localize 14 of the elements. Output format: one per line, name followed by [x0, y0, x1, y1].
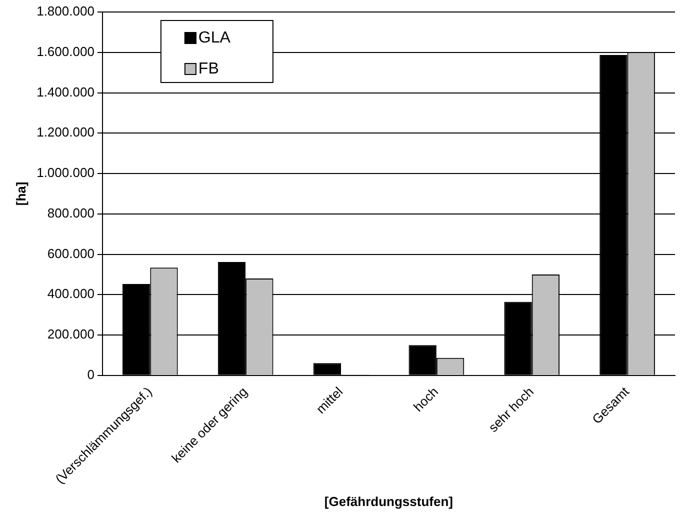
y-tick-label: 600.000	[47, 246, 94, 261]
y-axis-title: [ha]	[13, 182, 28, 206]
y-tick-label: 1.800.000	[36, 4, 94, 19]
y-tick-label: 400.000	[47, 286, 94, 302]
y-tick-label: 1.200.000	[36, 124, 94, 140]
y-tick-label: 0	[87, 366, 94, 382]
y-tick-label: 800.000	[47, 205, 94, 220]
y-tick-label: 1.000.000	[36, 165, 94, 180]
legend-label: FB	[198, 60, 219, 78]
x-axis-title: [Gefährdungsstufen]	[324, 494, 453, 509]
legend-label: GLA	[198, 29, 231, 46]
y-tick-label: 200.000	[47, 326, 94, 342]
y-tick-label: 1.400.000	[36, 84, 94, 100]
y-tick-label: 1.600.000	[36, 44, 94, 59]
